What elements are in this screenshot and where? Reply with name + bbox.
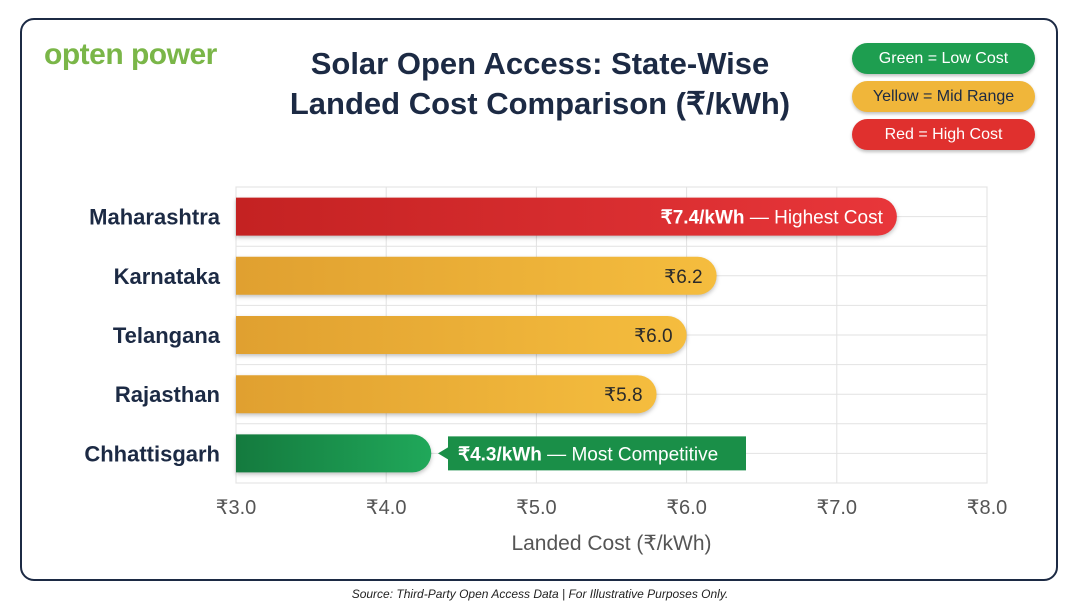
x-tick-label: ₹7.0 [817,497,858,519]
data-label: ₹6.2 [664,267,703,288]
bar [236,256,717,295]
bar [236,197,897,236]
callout-box [438,436,746,471]
logo: opten power [44,38,217,71]
x-tick-label: ₹3.0 [216,497,257,519]
category-label: Maharashtra [89,205,221,230]
title-line-2: Landed Cost Comparison (₹/kWh) [289,86,791,121]
category-label: Telangana [113,323,221,348]
data-label: ₹4.3/kWh — Most Competitive [458,444,718,465]
category-label: Rajasthan [115,382,220,407]
legend-yellow: Yellow = Mid Range [852,81,1035,112]
x-tick-label: ₹8.0 [967,497,1008,519]
category-label: Karnataka [114,264,221,289]
chart-title: Solar Open Access: State-Wise Landed Cos… [250,44,830,124]
bar [236,375,657,414]
bar [236,434,432,473]
source-note: Source: Third-Party Open Access Data | F… [351,587,729,601]
legend-red: Red = High Cost [852,119,1035,150]
title-line-1: Solar Open Access: State-Wise [310,46,770,81]
x-tick-label: ₹4.0 [366,497,407,519]
data-label: ₹6.0 [634,326,673,347]
x-tick-label: ₹5.0 [516,497,557,519]
bar [236,316,687,354]
legend-green: Green = Low Cost [852,43,1035,74]
x-tick-label: ₹6.0 [666,497,707,519]
data-label: ₹7.4/kWh — Highest Cost [661,208,884,229]
category-label: Chhattisgarh [84,441,220,466]
data-label: ₹5.8 [604,385,643,406]
x-axis-label: Landed Cost (₹/kWh) [511,532,711,555]
